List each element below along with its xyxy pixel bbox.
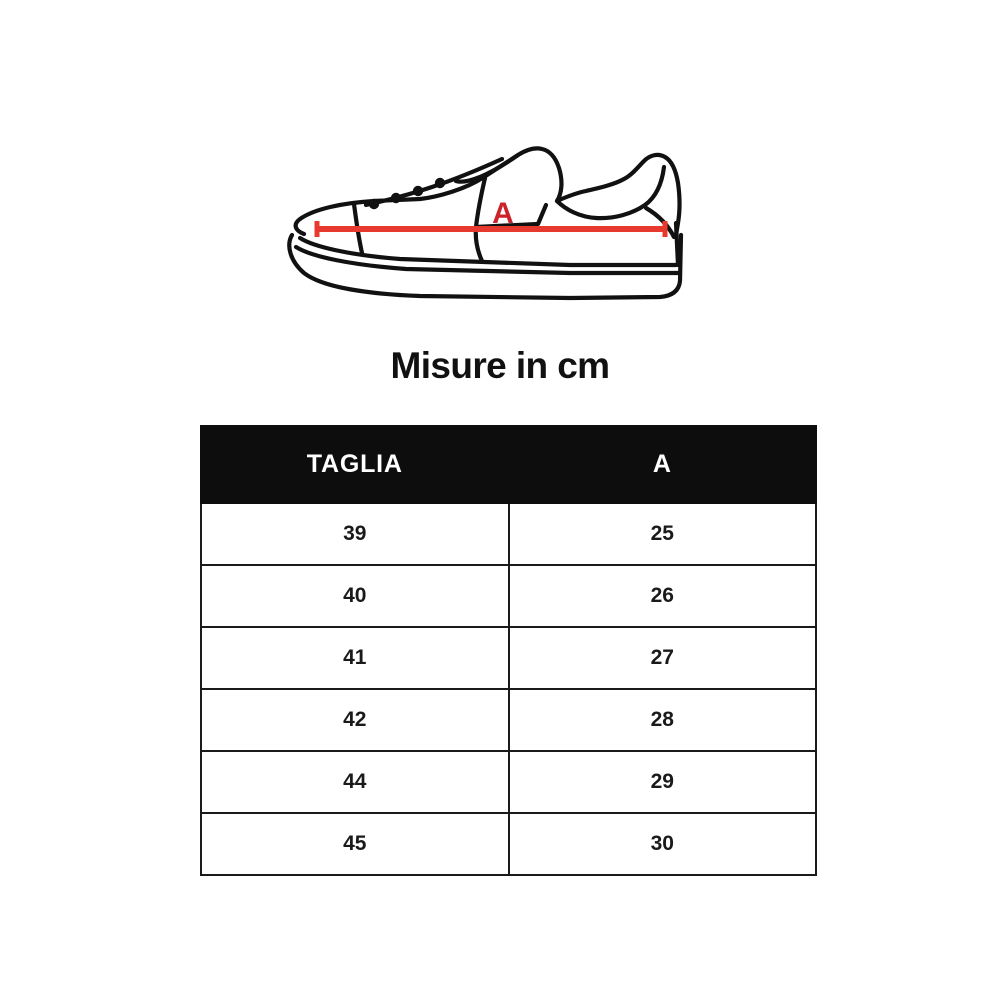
- cell-a: 27: [507, 626, 817, 690]
- table-row: 40 26: [200, 564, 817, 628]
- eyelet-icon: [434, 177, 446, 189]
- eyelet-icon: [412, 185, 424, 197]
- size-table-container: TAGLIA A 39 25 40 26 41 27 42 28 44 29 45 30: [200, 425, 817, 876]
- table-body: 39 25 40 26 41 27 42 28 44 29 45 30: [200, 502, 817, 876]
- sneaker-outline-svg: A: [287, 146, 684, 301]
- shoe-diagram: A: [270, 105, 730, 305]
- eyelet-icon: [368, 198, 380, 210]
- size-chart-table: TAGLIA A 39 25 40 26 41 27 42 28 44 29 45 30: [200, 425, 817, 876]
- shoe-heel-back-edge: [673, 220, 681, 268]
- shoe-collar-padding: [554, 164, 667, 221]
- shoe-tongue: [453, 152, 521, 184]
- cell-taglia: 39: [200, 502, 510, 566]
- cell-a: 28: [507, 688, 817, 752]
- page-title: Misure in cm: [390, 345, 611, 386]
- table-header: TAGLIA A: [200, 425, 817, 504]
- cell-a: 25: [507, 502, 817, 566]
- table-header-row: TAGLIA A: [200, 425, 817, 504]
- shoe-outsole-bottom: [287, 232, 684, 301]
- measurement-label-a: A: [492, 197, 514, 230]
- cell-taglia: 45: [200, 812, 510, 876]
- cell-taglia: 40: [200, 564, 510, 628]
- table-row: 42 28: [200, 688, 817, 752]
- shoe-midsole-top: [297, 235, 679, 268]
- eyelet-icon: [390, 192, 402, 204]
- measurement-line-group: [314, 221, 668, 237]
- column-header-a: A: [507, 425, 817, 504]
- sneaker-outline-group: [287, 146, 684, 301]
- shoe-heel-counter-seam: [643, 205, 677, 240]
- cell-a: 29: [507, 750, 817, 814]
- table-row: 39 25: [200, 502, 817, 566]
- cell-a: 26: [507, 564, 817, 628]
- shoe-upper-outline: [293, 146, 682, 238]
- table-row: 44 29: [200, 750, 817, 814]
- table-row: 45 30: [200, 812, 817, 876]
- cell-taglia: 42: [200, 688, 510, 752]
- cell-a: 30: [507, 812, 817, 876]
- cell-taglia: 41: [200, 626, 510, 690]
- table-row: 41 27: [200, 626, 817, 690]
- cell-taglia: 44: [200, 750, 510, 814]
- column-header-taglia: TAGLIA: [200, 425, 510, 504]
- shoe-midsole-line-2: [293, 244, 681, 276]
- shoe-eyelets-group: [368, 177, 446, 210]
- shoe-vamp-seam: [473, 175, 488, 264]
- shoe-lace-line: [363, 156, 505, 208]
